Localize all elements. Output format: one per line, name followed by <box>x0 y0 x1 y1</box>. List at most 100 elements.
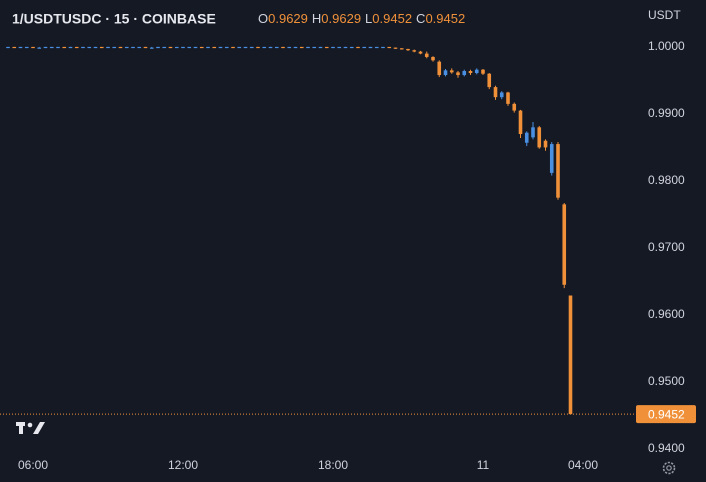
candle-body <box>568 295 573 415</box>
last-price-label: 0.9452 <box>648 407 685 421</box>
candle-body <box>474 69 479 74</box>
candle-body <box>174 46 179 49</box>
legend-value: 0.9629 <box>321 11 361 26</box>
settings-icon[interactable] <box>662 461 676 475</box>
candle-body <box>368 46 373 49</box>
candle-body <box>556 144 560 198</box>
candle-body <box>268 46 273 49</box>
candle-body <box>437 61 442 76</box>
candle-body <box>562 204 567 285</box>
candle-body <box>343 46 348 49</box>
y-tick-label: 0.9600 <box>648 307 685 321</box>
candle-body <box>449 70 454 73</box>
candle-body <box>131 46 135 49</box>
candle-body <box>424 53 429 57</box>
legend-value: 0.9629 <box>268 11 308 26</box>
candle-body <box>237 46 242 49</box>
logo-part <box>27 422 33 428</box>
candle-body <box>518 110 523 135</box>
candle-body <box>418 51 423 54</box>
candle-body <box>506 92 510 104</box>
candle-body <box>499 92 504 98</box>
candle-body <box>406 48 410 51</box>
candle-body <box>56 46 60 49</box>
candle-body <box>262 46 267 49</box>
x-tick-label: 04:00 <box>568 458 598 472</box>
candle-body <box>112 46 117 49</box>
tradingview-logo <box>16 422 45 434</box>
candle-body <box>199 46 204 49</box>
candle-body <box>31 46 35 49</box>
gear[interactable] <box>662 461 676 475</box>
candle-body <box>443 70 448 76</box>
candle-body <box>468 71 473 74</box>
candle-body <box>93 46 98 49</box>
candle-body <box>274 46 279 49</box>
candle-body <box>399 48 404 50</box>
candle-body <box>306 46 310 49</box>
candle-body <box>249 46 254 49</box>
candle-body <box>431 56 435 61</box>
candle-body <box>356 46 360 49</box>
candle-body <box>106 46 110 49</box>
gear-hub[interactable] <box>666 465 672 471</box>
logo-part <box>33 422 45 434</box>
candle-body <box>87 46 92 49</box>
candle-body <box>531 127 535 138</box>
candle-body <box>224 46 229 49</box>
candle-body <box>374 46 379 49</box>
legend-label: C <box>416 11 425 26</box>
candle-body <box>212 46 217 49</box>
logo-part <box>19 422 23 434</box>
candle-body <box>231 46 235 49</box>
candle-body <box>24 46 29 49</box>
x-tick-label: 18:00 <box>318 458 348 472</box>
candle-body <box>362 46 367 49</box>
candle-body <box>168 46 173 49</box>
candle-body <box>543 140 548 148</box>
x-tick-label: 12:00 <box>168 458 198 472</box>
candle-body <box>81 46 85 49</box>
candle-body <box>549 144 554 173</box>
legend-value: 0.9452 <box>372 11 412 26</box>
x-tick-label: 06:00 <box>18 458 48 472</box>
candle-body <box>62 46 67 49</box>
candle-body <box>256 46 260 49</box>
candle-body <box>537 127 542 148</box>
candle-body <box>162 46 167 49</box>
ohlc-legend: O0.9629 H0.9629 L0.9452 C0.9452 <box>258 11 465 26</box>
candle-body <box>149 47 154 49</box>
candle-body <box>456 72 460 76</box>
x-tick-label: 11 <box>477 458 490 472</box>
candle-body <box>312 46 317 49</box>
legend-label: H <box>312 11 321 26</box>
currency-label: USDT <box>648 8 681 22</box>
candle-body <box>512 103 517 111</box>
candle-body <box>493 87 498 98</box>
candle-body <box>156 46 160 49</box>
candle-body <box>462 71 467 76</box>
y-tick-label: 0.9800 <box>648 173 685 187</box>
candle-body <box>99 46 104 49</box>
candle-body <box>124 46 129 49</box>
candle-body <box>43 46 48 49</box>
candle-body <box>187 46 192 49</box>
candle-body <box>331 46 335 49</box>
legend-label: O <box>258 11 268 26</box>
candle-body <box>281 46 285 49</box>
candle-body <box>412 50 417 52</box>
candle-body <box>118 46 123 49</box>
candle-body <box>293 46 298 49</box>
y-tick-label: 0.9700 <box>648 240 685 254</box>
candle-body <box>143 46 148 49</box>
candle-body <box>393 47 398 49</box>
candle-body <box>387 46 392 49</box>
y-tick-label: 0.9400 <box>648 441 685 455</box>
candle-body <box>324 46 329 49</box>
candle-body <box>206 46 210 49</box>
candle-body <box>37 47 42 49</box>
last-price-box <box>636 405 696 424</box>
candle-body <box>318 46 323 49</box>
candle-body <box>68 46 73 49</box>
